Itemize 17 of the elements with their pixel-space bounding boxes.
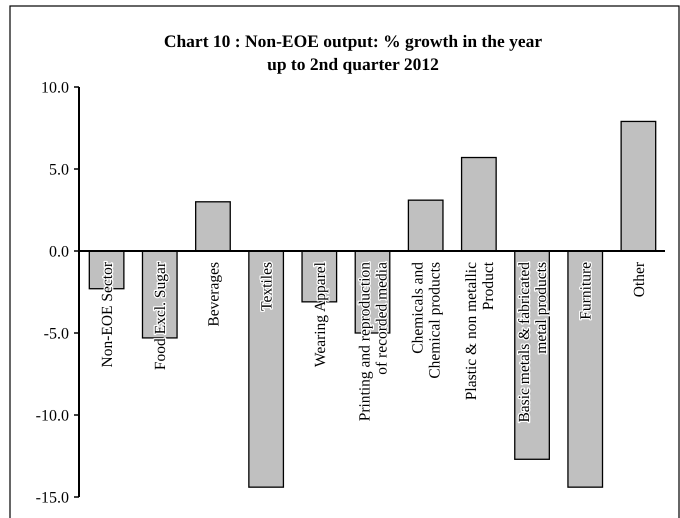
y-tick-label: 0.0 (49, 244, 69, 261)
y-tick-label: -15.0 (36, 490, 69, 507)
x-tick-label: Printing and reproduction of recorded media (356, 262, 390, 422)
x-tick-label: Textiles (258, 262, 276, 311)
y-tick-label: 5.0 (49, 162, 69, 179)
x-tick-label: Non-EOE Sector (99, 261, 116, 368)
y-tick-label: -10.0 (36, 408, 69, 425)
x-tick-label: Food Excl. Sugar (152, 261, 170, 370)
x-tick-label: Beverages (205, 262, 222, 327)
x-tick-label: Basic metals & fabricated metal products (516, 262, 550, 423)
y-tick-label: -5.0 (44, 326, 69, 343)
x-tick-label: Plastic & non metallic Product (462, 261, 497, 400)
x-tick-label: Furniture (578, 262, 595, 320)
x-tick-label: Other (630, 261, 648, 298)
x-tick-label: Wearing Apparel (312, 262, 329, 368)
chart-title: Chart 10 : Non-EOE output: % growth in the year up to 2nd quarter 2012 (164, 31, 542, 74)
y-tick-label: 10.0 (41, 80, 69, 97)
